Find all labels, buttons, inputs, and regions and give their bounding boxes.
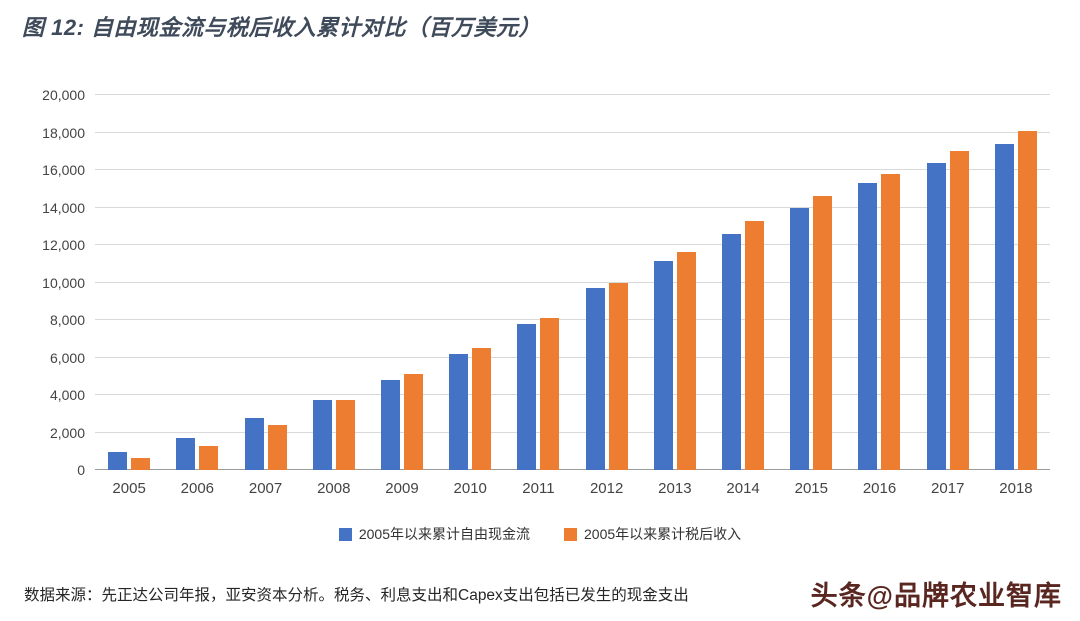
y-tick-label: 20,000 [42, 87, 85, 103]
legend-item: 2005年以来累计税后收入 [564, 524, 741, 544]
bar-2014-2005年以来累计自由现金流 [722, 233, 742, 470]
gridline [95, 356, 1050, 358]
x-tick-label: 2013 [658, 480, 692, 497]
gridline [95, 281, 1050, 283]
bar-2012-2005年以来累计自由现金流 [585, 288, 605, 470]
bar-2009-2005年以来累计税后收入 [403, 374, 423, 470]
x-tick-label: 2011 [522, 480, 555, 497]
x-tick-label: 2009 [385, 480, 419, 497]
bar-2014-2005年以来累计税后收入 [745, 220, 765, 470]
bar-2012-2005年以来累计税后收入 [608, 282, 628, 470]
x-tick-label: 2016 [862, 480, 897, 497]
bar-group-2014 [722, 95, 765, 470]
x-tick-label: 2006 [180, 480, 215, 497]
bar-group-2005 [108, 95, 151, 470]
plot-area: 0 2,000 4,000 6,000 8,000 10,000 12,000 14,000 1… [42, 87, 1050, 478]
x-axis-labels: 2005 2006 2007 2008 2009 2010 2011 2012 2013 2014… [95, 480, 1050, 504]
x-tick-label: 2008 [317, 480, 351, 497]
gridline [95, 206, 1050, 208]
bar-2008-2005年以来累计自由现金流 [312, 399, 332, 470]
chart-legend: 2005年以来累计自由现金流 2005年以来累计税后收入 [0, 524, 1080, 544]
gridline [95, 169, 1050, 170]
bar-group-2008 [312, 95, 355, 470]
x-tick-label: 2007 [248, 480, 283, 497]
bar-group-2007 [244, 95, 287, 470]
bar-2010-2005年以来累计自由现金流 [449, 353, 469, 470]
bar-2017-2005年以来累计税后收入 [949, 151, 969, 470]
bar-2018-2005年以来累计自由现金流 [994, 143, 1014, 470]
bar-2007-2005年以来累计税后收入 [267, 425, 287, 470]
bar-2018-2005年以来累计税后收入 [1017, 130, 1037, 470]
bar-group-2013 [653, 95, 696, 470]
y-tick-label: 4,000 [49, 387, 85, 403]
watermark: 头条@品牌农业智库 [810, 581, 1062, 611]
gridline [95, 431, 1050, 433]
source-note: 数据来源：先正达公司年报，亚安资本分析。税务、利息支出和Capex支出包括已发生… [24, 587, 689, 604]
x-tick-label: 2015 [794, 480, 828, 497]
x-tick-label: 2010 [453, 480, 487, 497]
legend-swatch-icon [338, 527, 352, 541]
bar-2016-2005年以来累计税后收入 [881, 173, 901, 470]
legend-item: 2005年以来累计自由现金流 [338, 524, 530, 544]
bar-2011-2005年以来累计税后收入 [540, 318, 560, 470]
x-tick-label: 2017 [931, 480, 965, 497]
y-tick-label: 6,000 [49, 349, 85, 366]
bar-2006-2005年以来累计税后收入 [199, 445, 219, 470]
bar-group-2011 [517, 95, 560, 470]
gridline [95, 244, 1050, 245]
x-tick-label: 2005 [112, 480, 146, 497]
y-tick-label: 16,000 [42, 162, 85, 178]
gridline [95, 469, 1050, 470]
y-tick-label: 12,000 [42, 237, 85, 253]
x-tick-label: 2012 [589, 480, 624, 497]
y-tick-label: 14,000 [42, 199, 85, 216]
bar-2007-2005年以来累计自由现金流 [244, 418, 264, 470]
bar-2011-2005年以来累计自由现金流 [517, 323, 537, 470]
bar-2006-2005年以来累计自由现金流 [176, 438, 196, 470]
bar-group-2010 [449, 95, 492, 470]
bar-2005-2005年以来累计税后收入 [131, 457, 151, 470]
y-tick-label: 0 [77, 462, 85, 478]
gridline [95, 394, 1050, 395]
chart-title: 图 12: 自由现金流与税后收入累计对比（百万美元） [22, 15, 542, 40]
y-tick-label: 18,000 [42, 124, 85, 141]
y-tick-label: 2,000 [49, 424, 85, 441]
gridline [95, 319, 1050, 320]
x-tick-label: 2018 [999, 480, 1033, 497]
gridline [95, 94, 1050, 95]
legend-label: 2005年以来累计自由现金流 [358, 526, 530, 542]
bar-group-2006 [176, 95, 219, 470]
bar-group-2016 [858, 95, 901, 470]
bar-group-2018 [994, 95, 1037, 470]
bar-2010-2005年以来累计税后收入 [472, 348, 492, 470]
gridline [95, 131, 1050, 133]
bar-2015-2005年以来累计自由现金流 [790, 208, 810, 470]
bar-2013-2005年以来累计税后收入 [676, 251, 696, 470]
legend-label: 2005年以来累计税后收入 [584, 526, 742, 542]
bar-group-2015 [790, 95, 833, 470]
bar-group-2009 [380, 95, 423, 470]
bar-2008-2005年以来累计税后收入 [335, 399, 355, 470]
bar-2005-2005年以来累计自由现金流 [108, 452, 128, 470]
x-tick-label: 2014 [726, 480, 760, 497]
bar-2016-2005年以来累计自由现金流 [858, 183, 878, 470]
y-tick-label: 10,000 [42, 274, 85, 291]
legend-swatch-icon [564, 527, 577, 541]
bar-2015-2005年以来累计税后收入 [813, 196, 833, 470]
bar-group-2017 [926, 95, 969, 470]
bar-group-2012 [585, 95, 628, 470]
bar-2013-2005年以来累计自由现金流 [653, 260, 673, 470]
bar-2009-2005年以来累计自由现金流 [380, 380, 400, 470]
bar-2017-2005年以来累计自由现金流 [926, 162, 946, 470]
y-tick-label: 8,000 [49, 312, 85, 328]
